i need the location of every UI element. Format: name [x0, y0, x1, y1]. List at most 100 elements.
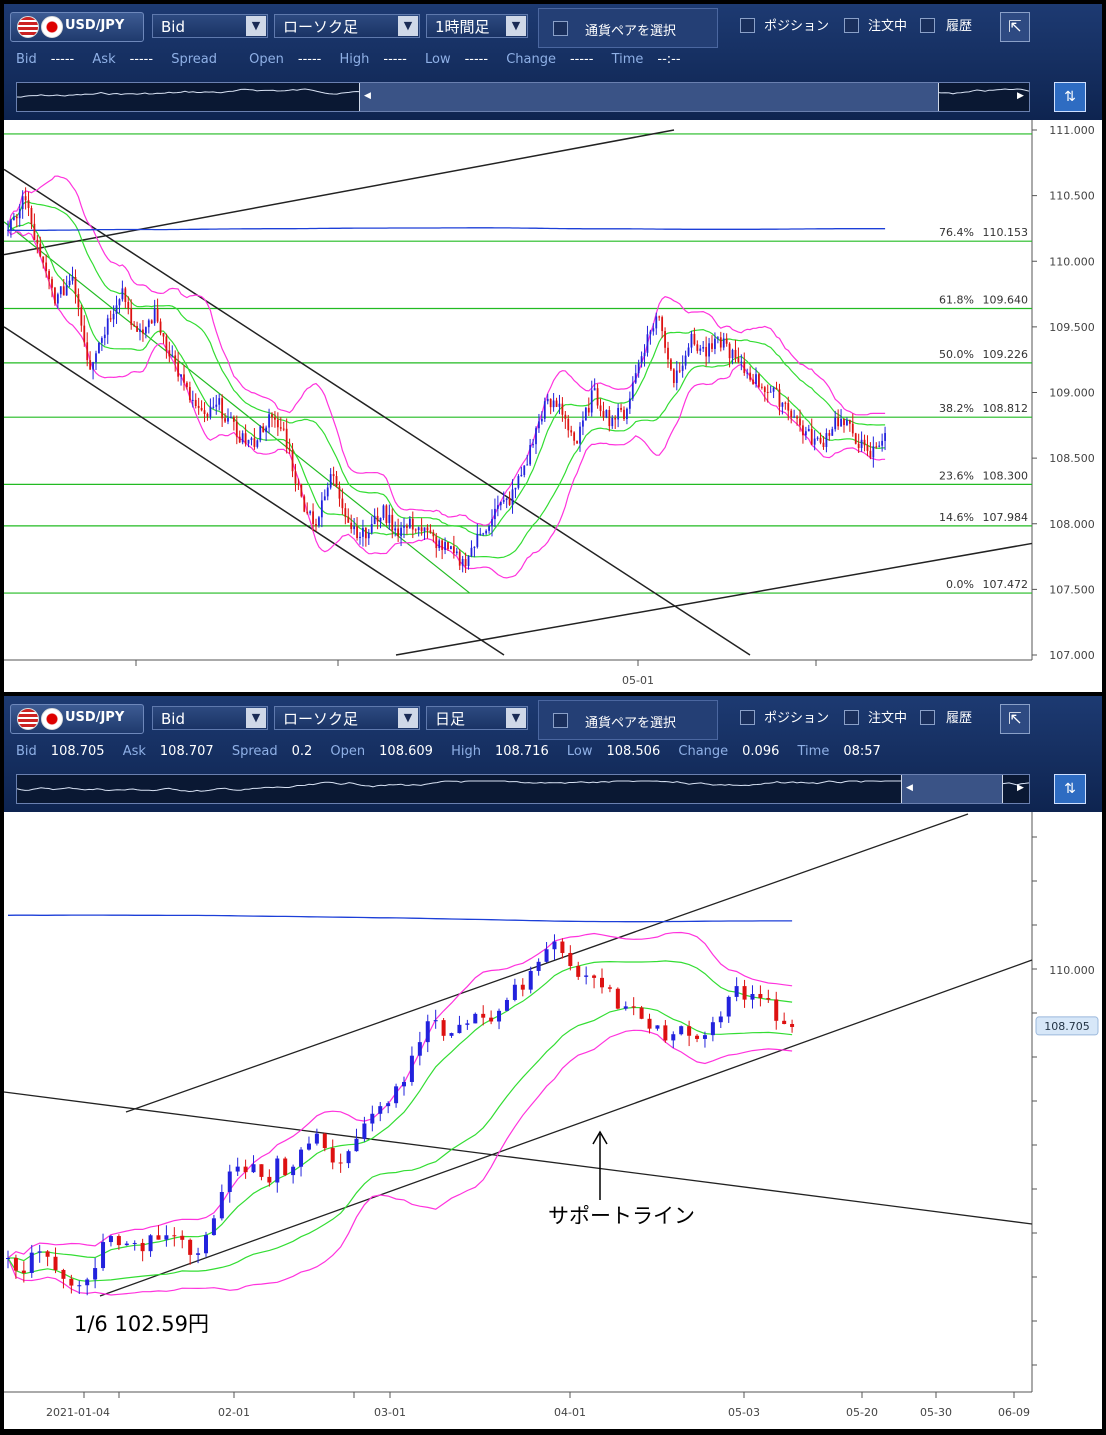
navigator-range-handle[interactable]: ◀	[901, 775, 1003, 803]
timeframe-select[interactable]: 日足 ▼	[426, 706, 528, 730]
orders-checkbox[interactable]	[844, 18, 859, 33]
hourly-candle	[171, 355, 174, 357]
daily-candle	[211, 1218, 216, 1236]
falling-resistance-line	[4, 168, 751, 656]
daily-candle	[204, 1235, 208, 1254]
select-pair-button[interactable]: 通貨ペアを選択	[538, 700, 718, 740]
select-pair-button[interactable]: 通貨ペアを選択	[538, 8, 718, 48]
daily-candle	[465, 1023, 470, 1025]
hourly-candle	[100, 338, 103, 343]
popout-icon[interactable]: ⇱	[1000, 704, 1030, 734]
chevron-down-icon[interactable]: ▼	[506, 16, 526, 36]
hourly-candle	[675, 370, 678, 383]
daily-candle	[473, 1013, 478, 1024]
y-tick-label: 109.000	[1049, 387, 1095, 400]
price-type-select[interactable]: Bid ▼	[152, 706, 268, 730]
chart-navigator[interactable]: ◀ ▶	[16, 82, 1030, 112]
hourly-candle	[796, 416, 798, 419]
fib-percent-label: 61.8%	[939, 294, 974, 307]
scroll-left-icon[interactable]: ◀	[364, 91, 371, 101]
position-checkbox[interactable]	[740, 18, 755, 33]
scroll-left-icon[interactable]: ◀	[906, 783, 913, 793]
japan-flag-icon	[41, 16, 63, 38]
price-type-select[interactable]: Bid ▼	[152, 14, 268, 38]
fib-price-label: 110.153	[983, 226, 1029, 239]
currency-pair-button[interactable]: USD/JPY	[10, 704, 144, 734]
orders-checkbox[interactable]	[844, 710, 859, 725]
hourly-candle	[584, 407, 587, 421]
history-checkbox[interactable]	[920, 18, 935, 33]
hourly-candle	[382, 505, 385, 518]
select-pair-checkbox[interactable]	[553, 21, 568, 36]
chart-toolbar: USD/JPY Bid ▼ ローソク足 ▼ 日足 ▼ 通貨ペアを選択 ポジション…	[4, 696, 1102, 812]
scale-toggle-icon[interactable]: ⇅	[1054, 82, 1086, 112]
position-checkbox[interactable]	[740, 710, 755, 725]
daily-candle	[267, 1176, 272, 1183]
scroll-right-icon[interactable]: ▶	[1017, 91, 1024, 101]
hourly-candle	[262, 426, 265, 433]
hourly-candle	[42, 256, 45, 263]
currency-pair-button[interactable]: USD/JPY	[10, 12, 144, 42]
chevron-down-icon[interactable]: ▼	[246, 16, 266, 36]
daily-candlestick-chart[interactable]: 110.000 108.705 2021-01-04 02-01 03-01 04-01 0…	[4, 812, 1102, 1429]
select-pair-checkbox[interactable]	[553, 713, 568, 728]
hourly-candle	[59, 286, 62, 295]
daily-candle	[21, 1270, 26, 1273]
timeframe-select[interactable]: 1時間足 ▼	[426, 14, 528, 38]
daily-candle	[750, 993, 755, 1000]
chevron-down-icon[interactable]: ▼	[246, 708, 266, 728]
hourly-candle	[341, 498, 344, 509]
quote-label: Change	[506, 52, 556, 67]
daily-candle	[330, 1148, 335, 1163]
hourly-candle	[153, 308, 156, 324]
hourly-candle	[579, 426, 581, 444]
daily-candle	[196, 1253, 201, 1255]
pair-label: USD/JPY	[65, 710, 125, 725]
history-checkbox[interactable]	[920, 710, 935, 725]
scroll-right-icon[interactable]: ▶	[1017, 783, 1024, 793]
quote-value: -----	[50, 52, 75, 67]
daily-candle	[354, 1138, 359, 1152]
hourly-candle	[488, 526, 490, 531]
y-tick-label: 111.000	[1049, 124, 1095, 137]
chart-type-select[interactable]: ローソク足 ▼	[274, 706, 420, 730]
hourly-candle	[159, 321, 162, 334]
hourly-candle	[746, 372, 749, 374]
chevron-down-icon[interactable]: ▼	[398, 708, 418, 728]
daily-candle	[77, 1285, 82, 1287]
chart-type-select[interactable]: ローソク足 ▼	[274, 14, 420, 38]
chart-navigator[interactable]: ◀ ▶	[16, 774, 1030, 804]
hourly-candle	[631, 382, 634, 399]
chevron-down-icon[interactable]: ▼	[506, 708, 526, 728]
chevron-down-icon[interactable]: ▼	[398, 16, 418, 36]
hourly-candle	[626, 408, 628, 420]
hourly-candle	[80, 307, 83, 326]
x-tick-label: 05-20	[846, 1406, 878, 1419]
hourly-candle	[197, 405, 200, 408]
hourly-candle	[191, 399, 194, 401]
hourly-candle	[464, 559, 467, 567]
hourly-candlestick-chart[interactable]: 111.000 110.500 110.000 109.500 109.000 108.5…	[4, 120, 1102, 692]
hourly-candle	[494, 508, 496, 520]
daily-candle	[520, 984, 525, 990]
hourly-candle	[628, 398, 631, 409]
navigator-line	[17, 780, 1029, 793]
hourly-candle	[458, 551, 461, 566]
daily-candle	[433, 1020, 438, 1022]
hourly-candle	[696, 344, 699, 351]
daily-candle	[497, 1010, 502, 1022]
quote-value: 108.609	[379, 744, 433, 759]
hourly-candle	[749, 372, 752, 380]
hourly-candle	[455, 551, 458, 554]
hourly-candle	[655, 316, 658, 329]
scale-toggle-icon[interactable]: ⇅	[1054, 774, 1086, 804]
navigator-range-handle[interactable]: ◀	[359, 83, 939, 111]
hourly-candle	[162, 333, 165, 337]
hourly-candle	[816, 437, 819, 439]
hourly-candle	[379, 517, 382, 522]
daily-candle	[687, 1026, 692, 1036]
quote-value: -----	[383, 52, 407, 67]
hourly-candle	[722, 338, 725, 348]
popout-icon[interactable]: ⇱	[1000, 12, 1030, 42]
hourly-candle	[538, 421, 540, 429]
